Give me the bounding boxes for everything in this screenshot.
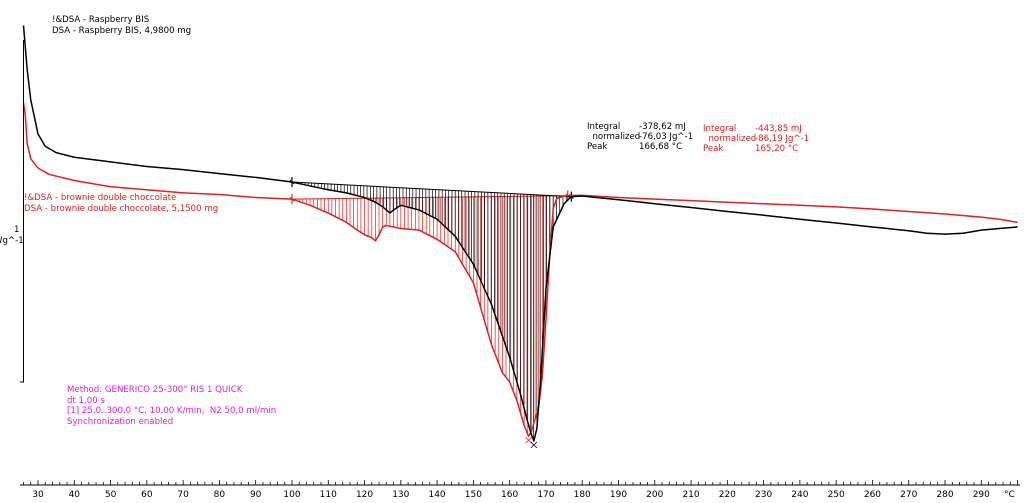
- x-tick-label: 250: [828, 490, 845, 500]
- x-tick-label: 260: [864, 490, 881, 500]
- integration-baseline: [291, 181, 572, 198]
- x-tick-label: 60: [141, 490, 153, 500]
- method-segment: [1] 25,0..300,0 °C, 10,00 K/min, N2 50,0…: [67, 406, 277, 416]
- x-tick-label: 110: [320, 490, 337, 500]
- normalized-value: -86,19 Jg^-1: [755, 134, 810, 144]
- x-tick-label: 140: [428, 490, 445, 500]
- y-scale-value: 1: [14, 225, 20, 235]
- curve-series-1: [22, 102, 1018, 437]
- hatch-0: [289, 177, 574, 441]
- x-tick-label: 270: [900, 490, 917, 500]
- x-tick-label: 180: [574, 490, 591, 500]
- normalized-label: normalized: [587, 132, 641, 142]
- integration-fills: [289, 177, 574, 441]
- x-tick-label: 190: [610, 490, 627, 500]
- x-tick-label: 100: [283, 490, 300, 500]
- x-tick-label: 70: [177, 490, 189, 500]
- curve-series-0: [22, 25, 1018, 442]
- integral-value: -443,85 mJ: [755, 124, 802, 134]
- x-tick-label: 160: [501, 490, 518, 500]
- x-tick-label: 150: [465, 490, 482, 500]
- x-tick-label: 130: [392, 490, 409, 500]
- peak-label: Peak: [587, 142, 608, 152]
- method-sync: Synchronization enabled: [67, 417, 174, 427]
- x-axis: 30 40 50 60 70 80 90 100 110 120 130 140 150 160 170 18…: [20, 480, 1020, 500]
- results-black: Integral -378,62 mJ normalized -76,03 Jg^-…: [587, 122, 693, 152]
- x-tick-label: 230: [755, 490, 772, 500]
- red-sample-title: !&DSA - brownie double choccolate: [24, 193, 177, 203]
- normalized-value: -76,03 Jg^-1: [639, 132, 694, 142]
- red-sample-subtitle: DSA - brownie double choccolate, 5,1500 …: [24, 204, 219, 214]
- x-tick-label: 120: [356, 490, 373, 500]
- x-tick-label: 220: [719, 490, 736, 500]
- integral-label: Integral: [703, 124, 737, 134]
- method-line: Method: GENERICO 25-300° RIS 1 QUICK: [67, 385, 243, 395]
- results-red: Integral -443,85 mJ normalized -86,19 Jg^-…: [703, 124, 809, 154]
- x-tick-label: 50: [105, 490, 117, 500]
- x-tick-label: 90: [250, 490, 262, 500]
- x-tick-label: 280: [936, 490, 953, 500]
- peak-value: 165,20 °C: [755, 144, 799, 154]
- x-tick-label: 240: [791, 490, 808, 500]
- x-tick-label: 290: [973, 490, 990, 500]
- x-tick-label: 200: [646, 490, 663, 500]
- black-sample-subtitle: DSA - Raspberry BIS, 4,9800 mg: [52, 26, 192, 36]
- integral-label: Integral: [587, 122, 621, 132]
- curves: [22, 25, 1018, 449]
- y-scale-unit: Wg^-1: [0, 236, 24, 246]
- black-sample-title: !&DSA - Raspberry BIS: [52, 15, 150, 25]
- normalized-label: normalized: [703, 134, 757, 144]
- x-tick-label: 210: [682, 490, 699, 500]
- peak-value: 166,68 °C: [639, 142, 683, 152]
- x-tick-label: 40: [69, 490, 81, 500]
- peak-label: Peak: [703, 144, 724, 154]
- hatch-1: [289, 190, 571, 435]
- method-dt: dt 1,00 s: [67, 396, 105, 406]
- y-scale-bar: [20, 40, 24, 383]
- integration-baseline: [291, 195, 568, 200]
- x-axis-unit: °C: [1004, 490, 1015, 500]
- integral-value: -378,62 mJ: [639, 122, 686, 132]
- x-tick-label: 30: [32, 490, 44, 500]
- peak-marker: [530, 441, 538, 449]
- x-tick-label: 80: [214, 490, 226, 500]
- peak-marker: [525, 436, 532, 444]
- x-tick-label: 170: [537, 490, 554, 500]
